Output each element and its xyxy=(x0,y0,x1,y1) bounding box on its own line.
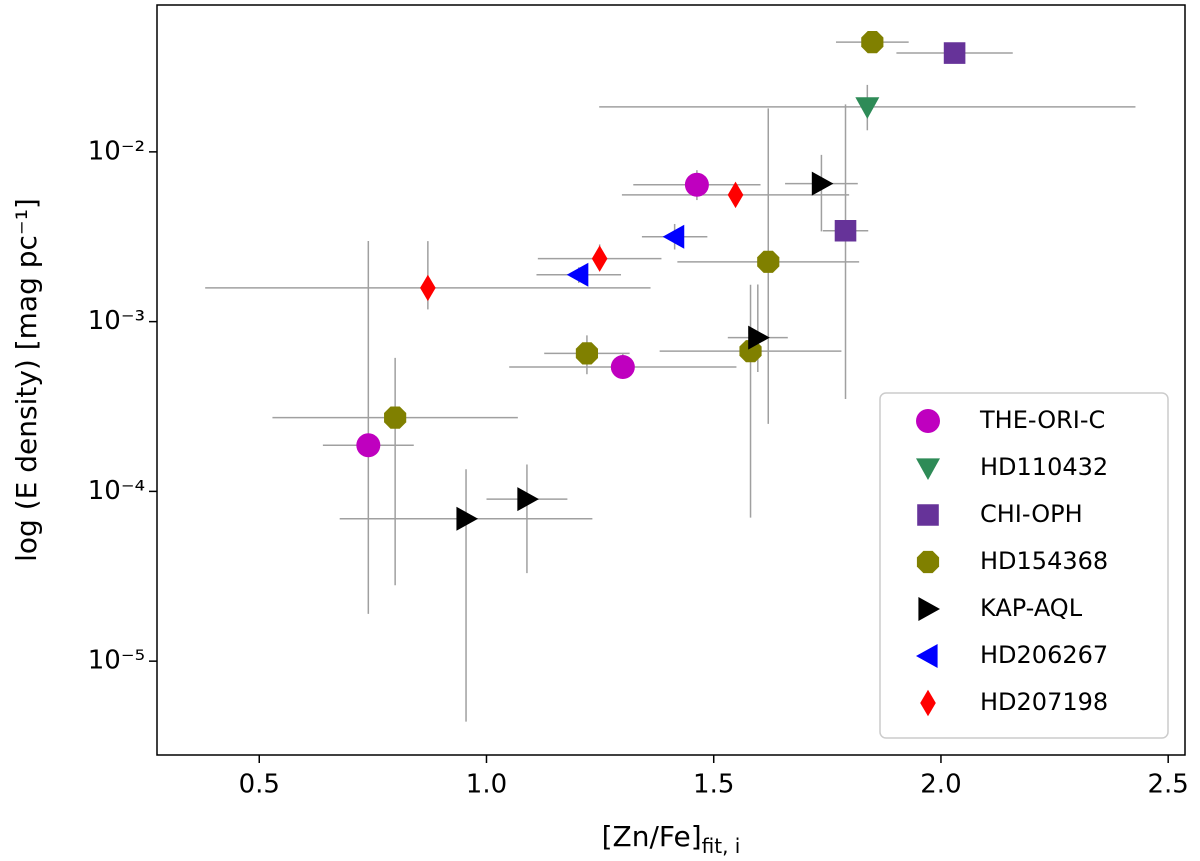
marker xyxy=(757,250,780,273)
legend-marker xyxy=(917,504,939,526)
marker xyxy=(684,172,709,197)
x-tick-label: 2.5 xyxy=(1148,770,1189,800)
legend-marker xyxy=(918,597,940,621)
y-tick-label: 10⁻³ xyxy=(88,306,145,336)
marker xyxy=(662,224,685,249)
x-tick-label: 1.0 xyxy=(466,770,507,800)
x-tick-label: 0.5 xyxy=(239,770,280,800)
legend-label: KAP-AQL xyxy=(980,594,1083,622)
legend-label: HD207198 xyxy=(980,688,1108,716)
marker xyxy=(834,219,857,242)
marker xyxy=(727,181,744,209)
legend-marker xyxy=(920,689,936,717)
y-tick-label: 10⁻⁵ xyxy=(88,646,145,676)
legend-marker xyxy=(916,409,940,433)
plot-frame xyxy=(156,4,1186,756)
marker xyxy=(610,355,635,380)
marker xyxy=(566,262,589,287)
marker xyxy=(591,245,608,272)
legend-label: THE-ORI-C xyxy=(979,406,1105,434)
legend-marker xyxy=(916,458,940,480)
legend: THE-ORI-C HD110432 CHI-OPH HD154368 KAP-AQL H… xyxy=(879,392,1169,739)
x-label-sub: fit, i xyxy=(702,834,741,858)
legend-label: HD154368 xyxy=(980,547,1108,575)
legend-label: CHI-OPH xyxy=(980,500,1083,528)
marker xyxy=(517,487,539,512)
y-tick-label: 10⁻⁴ xyxy=(88,476,145,506)
marker xyxy=(943,42,966,64)
marker xyxy=(855,97,880,119)
marker xyxy=(861,31,884,54)
x-tick-label: 2.0 xyxy=(920,770,961,800)
marker xyxy=(575,342,599,365)
marker xyxy=(739,340,762,363)
y-axis-label: log (E density) [mag pc⁻¹] xyxy=(10,198,43,562)
legend-box xyxy=(879,392,1169,739)
markers xyxy=(356,31,966,531)
marker xyxy=(811,171,834,196)
marker xyxy=(456,506,479,531)
x-axis-label: [Zn/Fe]fit, i xyxy=(602,820,741,858)
x-label-main: [Zn/Fe] xyxy=(602,820,702,853)
y-tick-label: 10⁻² xyxy=(88,136,145,166)
marker xyxy=(384,406,407,429)
x-tick-label: 1.5 xyxy=(693,770,734,800)
marker xyxy=(748,325,770,350)
marker xyxy=(420,274,436,302)
marker xyxy=(356,433,381,458)
legend-label: HD110432 xyxy=(980,453,1108,481)
legend-marker xyxy=(916,644,938,668)
legend-label: HD206267 xyxy=(980,641,1108,669)
legend-marker xyxy=(916,550,940,574)
